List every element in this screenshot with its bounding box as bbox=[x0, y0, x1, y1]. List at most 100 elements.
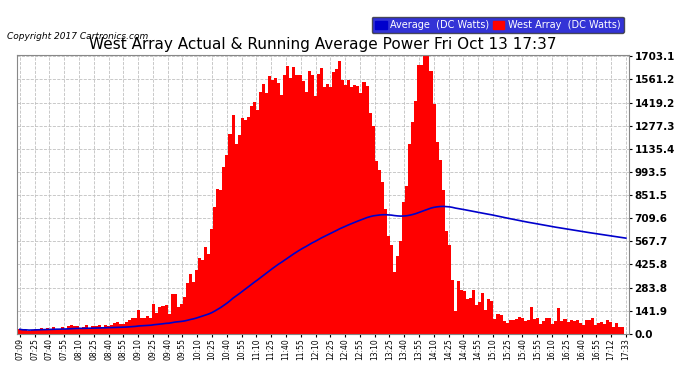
Bar bbox=[207, 254, 210, 334]
Bar bbox=[585, 320, 588, 334]
Bar bbox=[61, 327, 64, 334]
Bar bbox=[497, 314, 500, 334]
Bar bbox=[195, 270, 198, 334]
Bar bbox=[387, 236, 390, 334]
Bar bbox=[539, 324, 542, 334]
Bar bbox=[213, 207, 216, 334]
Bar bbox=[256, 110, 259, 334]
Bar bbox=[384, 209, 387, 334]
Bar bbox=[24, 330, 28, 334]
Bar bbox=[226, 155, 228, 334]
Bar bbox=[433, 104, 435, 334]
Bar bbox=[159, 307, 161, 334]
Bar bbox=[180, 304, 183, 334]
Bar bbox=[55, 329, 58, 334]
Bar bbox=[609, 322, 612, 334]
Bar bbox=[460, 290, 463, 334]
Bar bbox=[444, 231, 448, 334]
Bar bbox=[442, 190, 444, 334]
Bar bbox=[368, 113, 372, 334]
Bar bbox=[573, 321, 575, 334]
Bar bbox=[70, 326, 73, 334]
Bar bbox=[228, 134, 232, 334]
Bar bbox=[146, 316, 149, 334]
Bar bbox=[475, 305, 478, 334]
Bar bbox=[582, 324, 585, 334]
Bar bbox=[177, 307, 180, 334]
Bar bbox=[362, 82, 366, 334]
Bar bbox=[558, 308, 560, 334]
Bar bbox=[542, 321, 545, 334]
Bar bbox=[341, 80, 344, 334]
Bar bbox=[487, 299, 491, 334]
Bar bbox=[119, 324, 122, 334]
Bar bbox=[28, 331, 30, 334]
Bar bbox=[393, 272, 396, 334]
Bar bbox=[164, 305, 168, 334]
Bar bbox=[399, 241, 402, 334]
Bar bbox=[335, 69, 338, 334]
Bar bbox=[49, 330, 52, 334]
Bar bbox=[284, 75, 286, 334]
Bar bbox=[566, 322, 569, 334]
Bar bbox=[469, 298, 472, 334]
Bar bbox=[128, 320, 131, 334]
Bar bbox=[435, 142, 439, 334]
Bar bbox=[502, 321, 506, 334]
Bar bbox=[439, 160, 442, 334]
Bar bbox=[564, 319, 566, 334]
Bar bbox=[588, 320, 591, 334]
Bar bbox=[271, 80, 274, 334]
Bar bbox=[82, 327, 86, 334]
Bar bbox=[512, 320, 515, 334]
Bar bbox=[618, 327, 621, 334]
Bar bbox=[107, 326, 110, 334]
Bar bbox=[527, 320, 530, 334]
Bar bbox=[429, 71, 433, 334]
Bar bbox=[405, 186, 408, 334]
Bar bbox=[262, 84, 265, 334]
Bar bbox=[615, 323, 618, 334]
Bar bbox=[320, 68, 323, 334]
Bar bbox=[478, 302, 481, 334]
Bar bbox=[329, 87, 332, 334]
Bar bbox=[366, 86, 368, 334]
Bar bbox=[274, 78, 277, 334]
Bar bbox=[144, 318, 146, 334]
Bar bbox=[186, 283, 189, 334]
Bar bbox=[247, 117, 250, 334]
Bar bbox=[293, 67, 295, 334]
Title: West Array Actual & Running Average Power Fri Oct 13 17:37: West Array Actual & Running Average Powe… bbox=[89, 38, 557, 52]
Bar bbox=[454, 311, 457, 334]
Bar bbox=[308, 71, 310, 334]
Bar bbox=[277, 82, 280, 334]
Bar bbox=[491, 301, 493, 334]
Bar bbox=[390, 245, 393, 334]
Bar bbox=[560, 321, 564, 334]
Bar bbox=[286, 66, 289, 334]
Bar bbox=[21, 330, 24, 334]
Bar bbox=[493, 319, 497, 334]
Bar bbox=[600, 322, 603, 334]
Bar bbox=[420, 65, 424, 334]
Bar bbox=[347, 80, 351, 334]
Bar bbox=[518, 317, 521, 334]
Bar bbox=[210, 229, 213, 334]
Bar bbox=[317, 74, 320, 334]
Bar bbox=[411, 122, 414, 334]
Bar bbox=[533, 319, 536, 334]
Bar bbox=[344, 84, 347, 334]
Bar bbox=[235, 144, 237, 334]
Bar bbox=[201, 260, 204, 334]
Bar bbox=[125, 322, 128, 334]
Bar bbox=[216, 189, 219, 334]
Bar bbox=[253, 102, 256, 334]
Bar bbox=[152, 304, 155, 334]
Bar bbox=[299, 75, 302, 334]
Bar bbox=[265, 93, 268, 334]
Bar bbox=[174, 294, 177, 334]
Bar bbox=[37, 330, 40, 334]
Bar bbox=[73, 326, 76, 334]
Bar bbox=[250, 106, 253, 334]
Bar bbox=[545, 318, 549, 334]
